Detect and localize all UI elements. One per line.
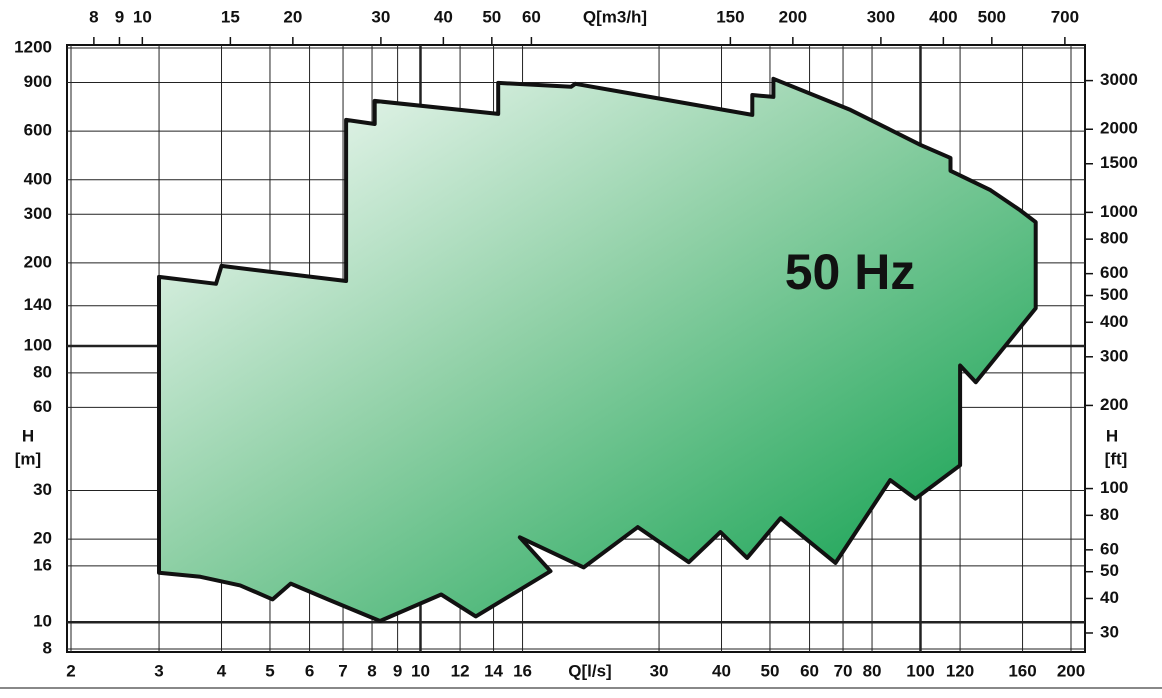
y-tick-label: 8 — [43, 638, 52, 657]
x-tick-label: 200 — [1057, 661, 1085, 680]
y2-axis-label: H — [1106, 426, 1118, 445]
x2-tick-label: 15 — [221, 7, 240, 26]
x-tick-label: 12 — [451, 661, 470, 680]
x2-tick-label: 10 — [133, 7, 152, 26]
y-tick-label: 20 — [33, 529, 52, 548]
y-tick-label: 60 — [33, 397, 52, 416]
y-tick-label: 1200 — [14, 37, 52, 56]
x2-tick-label: 9 — [115, 7, 124, 26]
y2-tick-label: 200 — [1100, 395, 1128, 414]
y2-tick-label: 300 — [1100, 346, 1128, 365]
y2-tick-label: 60 — [1100, 539, 1119, 558]
x2-axis-label: Q[m3/h] — [583, 7, 647, 26]
x2-tick-label: 50 — [482, 7, 501, 26]
x-tick-label: 160 — [1008, 661, 1036, 680]
y2-tick-label: 80 — [1100, 505, 1119, 524]
y-tick-label: 100 — [24, 336, 52, 355]
y2-axis-label: [ft] — [1105, 449, 1128, 468]
x-tick-label: 7 — [338, 661, 347, 680]
x-tick-label: 16 — [513, 661, 532, 680]
x-tick-label: 10 — [411, 661, 430, 680]
y2-tick-label: 2000 — [1100, 119, 1138, 138]
y2-tick-label: 1000 — [1100, 202, 1138, 221]
x2-tick-label: 30 — [371, 7, 390, 26]
x-tick-label: 50 — [761, 661, 780, 680]
y2-tick-label: 400 — [1100, 312, 1128, 331]
x2-tick-label: 8 — [89, 7, 98, 26]
x2-tick-label: 40 — [434, 7, 453, 26]
x-tick-label: 40 — [712, 661, 731, 680]
marks — [157, 76, 1038, 623]
x-tick-label: 6 — [305, 661, 314, 680]
y2-tick-label: 800 — [1100, 229, 1128, 248]
y2-tick-label: 100 — [1100, 478, 1128, 497]
x-tick-label: 60 — [800, 661, 819, 680]
x-axis-label: Q[l/s] — [568, 661, 611, 680]
y-axis-label: [m] — [15, 449, 41, 468]
y-tick-label: 600 — [24, 121, 52, 140]
x-tick-label: 100 — [906, 661, 934, 680]
x-tick-label: 4 — [217, 661, 227, 680]
x-tick-label: 9 — [393, 661, 402, 680]
y-axis-label: H — [22, 426, 34, 445]
x2-tick-label: 400 — [929, 7, 957, 26]
y2-tick-label: 1500 — [1100, 153, 1138, 172]
y-tick-label: 16 — [33, 555, 52, 574]
x-tick-label: 30 — [650, 661, 669, 680]
x-tick-label: 80 — [863, 661, 882, 680]
x2-tick-label: 60 — [522, 7, 541, 26]
y2-tick-label: 3000 — [1100, 70, 1138, 89]
y-tick-label: 140 — [24, 295, 52, 314]
y-tick-label: 80 — [33, 362, 52, 381]
x2-tick-label: 200 — [779, 7, 807, 26]
y2-tick-label: 50 — [1100, 561, 1119, 580]
envelope-area — [157, 76, 1038, 623]
y2-tick-label: 500 — [1100, 285, 1128, 304]
x-tick-label: 3 — [154, 661, 163, 680]
y-tick-label: 10 — [33, 612, 52, 631]
y-tick-label: 400 — [24, 169, 52, 188]
y2-tick-label: 30 — [1100, 622, 1119, 641]
y-tick-label: 900 — [24, 72, 52, 91]
x2-tick-label: 150 — [716, 7, 744, 26]
x-tick-label: 5 — [265, 661, 274, 680]
y2-tick-label: 600 — [1100, 263, 1128, 282]
x2-tick-label: 700 — [1051, 7, 1079, 26]
annotation: 50 Hz — [785, 244, 916, 300]
x-tick-label: 14 — [484, 661, 503, 680]
y-tick-label: 200 — [24, 252, 52, 271]
y2-tick-label: 40 — [1100, 588, 1119, 607]
x2-tick-label: 500 — [978, 7, 1006, 26]
x2-tick-label: 20 — [283, 7, 302, 26]
x-tick-label: 2 — [66, 661, 75, 680]
x-tick-label: 120 — [946, 661, 974, 680]
y-tick-label: 30 — [33, 480, 52, 499]
x-tick-label: 8 — [367, 661, 376, 680]
x2-tick-label: 300 — [867, 7, 895, 26]
x-tick-label: 70 — [834, 661, 853, 680]
y-tick-label: 300 — [24, 204, 52, 223]
